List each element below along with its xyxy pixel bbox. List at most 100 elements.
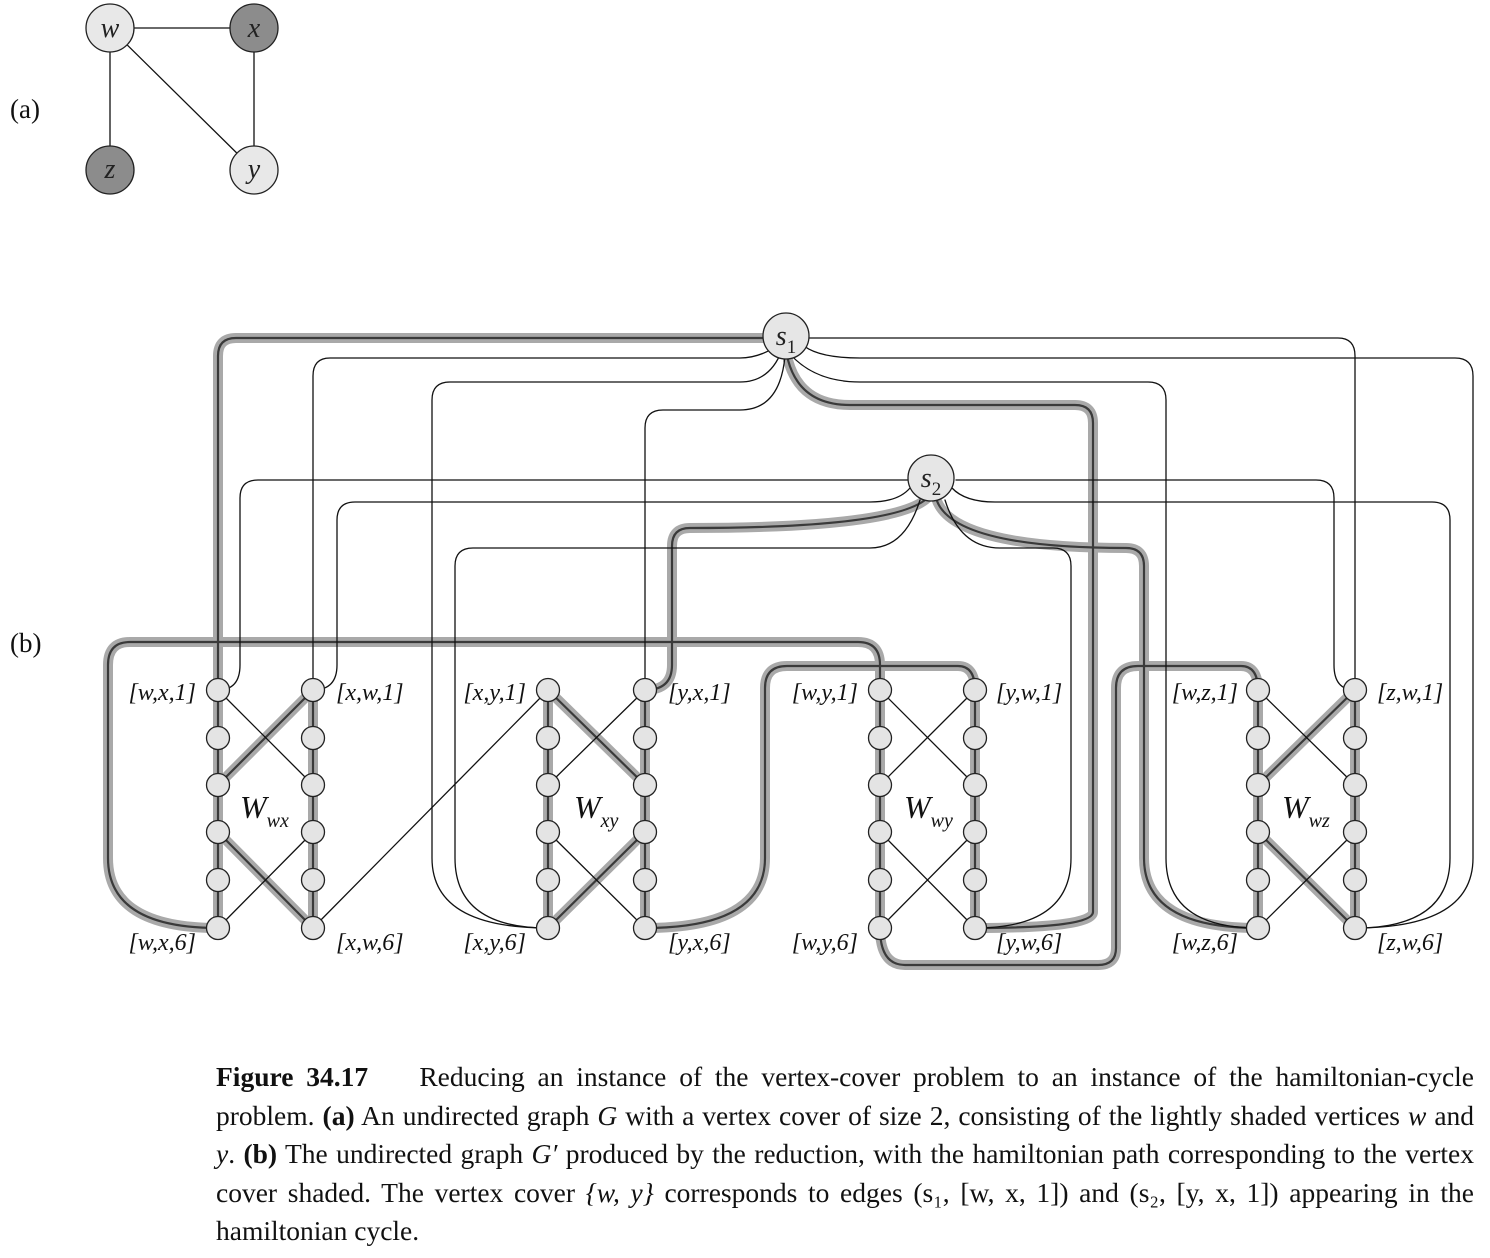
reduction-figure: (a) (b) w x y z s1 s2 Wwx Wxy Wwy Wwz (10, 3, 1474, 970)
vertex-subscript: 2 (932, 479, 942, 500)
widget-vertex (867, 867, 893, 893)
node-label-z-w-6: [z,w,6] (1377, 930, 1443, 956)
vertex-label: s (921, 463, 932, 494)
vertex-w: w (85, 3, 135, 53)
caption-text: The undirected graph (284, 1138, 524, 1169)
part-label-a: (a) (10, 94, 40, 124)
widget-vertex (205, 725, 231, 751)
caption-text: corresponds to edges (664, 1176, 903, 1208)
node-label-y-w-1: [y,w,1] (996, 680, 1062, 706)
node-label-y-x-6: [y,x,6] (668, 930, 731, 956)
caption-text: Reducing an instance of the vertex-cover… (216, 1061, 1475, 1131)
widget-vertex (1245, 867, 1271, 893)
node-label-w-y-6: [w,y,6] (792, 930, 858, 956)
widget-vertex (1342, 772, 1368, 798)
widget-vertex (300, 677, 326, 703)
caption-text: and (1079, 1176, 1119, 1208)
caption-text: . (228, 1138, 236, 1169)
widget-vertex (962, 915, 988, 941)
svg-text:s2: s2 (921, 463, 941, 500)
node-label-w-z-6: [w,z,6] (1172, 930, 1238, 956)
widget-vertex (205, 677, 231, 703)
widget-vertex (867, 915, 893, 941)
vertex-label: x (247, 13, 261, 44)
node-label-x-y-6: [x,y,6] (463, 930, 526, 956)
node-label-y-x-1: [y,x,1] (668, 680, 731, 706)
part-label-b: (b) (10, 628, 41, 658)
widget-title-xy: Wxy (574, 789, 619, 832)
hamiltonian-cycle-core (106, 336, 1357, 967)
widget-vertex (205, 819, 231, 845)
widget-vertex (205, 867, 231, 893)
caption-part-a: (a) (322, 1099, 355, 1131)
widget-vertex (962, 819, 988, 845)
vertex-label: z (104, 154, 116, 185)
widget-vertex (632, 819, 658, 845)
widget-vertex (1342, 677, 1368, 703)
widget-vertex (1245, 772, 1271, 798)
widget-vertex (1245, 915, 1271, 941)
thin-edges (109, 27, 1474, 929)
widget-vertex (867, 819, 893, 845)
widget-vertex (962, 725, 988, 751)
widget-vertex (1342, 915, 1368, 941)
widget-vertex (962, 867, 988, 893)
caption-text: An undirected graph (361, 1099, 590, 1131)
caption-text: produced by the reduction, with the hami… (216, 1138, 1474, 1208)
vertex-label: w (101, 13, 120, 44)
widget-vertex (205, 915, 231, 941)
vertex-label: y (245, 154, 261, 185)
widget-vertex (535, 772, 561, 798)
widget-vertex (867, 677, 893, 703)
node-label-w-y-1: [w,y,1] (792, 680, 858, 706)
widget-title-wz: Wwz (1282, 789, 1330, 832)
widget-vertex (1245, 819, 1271, 845)
node-label-x-y-1: [x,y,1] (463, 680, 526, 706)
widget-vertex (300, 772, 326, 798)
caption-math: G (597, 1099, 618, 1131)
widget-vertex (205, 772, 231, 798)
vertex-y: y (229, 145, 279, 195)
widget-vertex (300, 725, 326, 751)
widget-vertex (632, 772, 658, 798)
widget-vertex (535, 915, 561, 941)
widget-vertex (1245, 677, 1271, 703)
widget-vertex (535, 725, 561, 751)
caption-math: {w, y} (585, 1176, 654, 1208)
widget-vertex (1342, 725, 1368, 751)
widget-vertex (535, 677, 561, 703)
widget-vertex (632, 677, 658, 703)
graph-g: w x y z (85, 3, 279, 195)
widget-title-wy: Wwy (904, 789, 953, 832)
node-label-y-w-6: [y,w,6] (996, 930, 1062, 956)
caption-part-b: (b) (243, 1138, 278, 1169)
caption-math: G′ (531, 1138, 558, 1169)
node-labels: [w,x,1] [w,x,6] [x,w,1] [x,w,6] [x,y,1] … (128, 680, 1443, 956)
start-vertex-s1: s1 (762, 312, 810, 360)
svg-text:s1: s1 (776, 321, 796, 358)
widget-vertex (632, 915, 658, 941)
widget-vertex (300, 867, 326, 893)
widget-vertex (867, 725, 893, 751)
vertex-x: x (229, 3, 279, 53)
widget-vertex (632, 867, 658, 893)
caption-text: and (1434, 1099, 1475, 1131)
widget-vertex (1245, 725, 1271, 751)
widget-vertex (962, 772, 988, 798)
widget-vertices (205, 677, 1368, 941)
widget-vertex (300, 915, 326, 941)
start-vertex-s2: s2 (907, 454, 955, 502)
node-label-x-w-1: [x,w,1] (336, 680, 404, 706)
node-label-z-w-1: [z,w,1] (1377, 680, 1443, 706)
widget-vertex (1342, 819, 1368, 845)
caption-math: (s₁, [w, x, 1]) (913, 1176, 1069, 1208)
figure-caption: Figure 34.17 Reducing an instance of the… (216, 1058, 1474, 1251)
widget-vertex (535, 819, 561, 845)
caption-text: appearing in the hamiltonian cycle. (216, 1176, 1474, 1247)
caption-math: w (1408, 1099, 1427, 1131)
node-label-w-x-1: [w,x,1] (128, 680, 196, 706)
node-label-w-x-6: [w,x,6] (128, 930, 196, 956)
vertex-subscript: 1 (787, 337, 797, 358)
caption-figure-label: Figure 34.17 (216, 1061, 369, 1092)
widget-vertex (632, 725, 658, 751)
